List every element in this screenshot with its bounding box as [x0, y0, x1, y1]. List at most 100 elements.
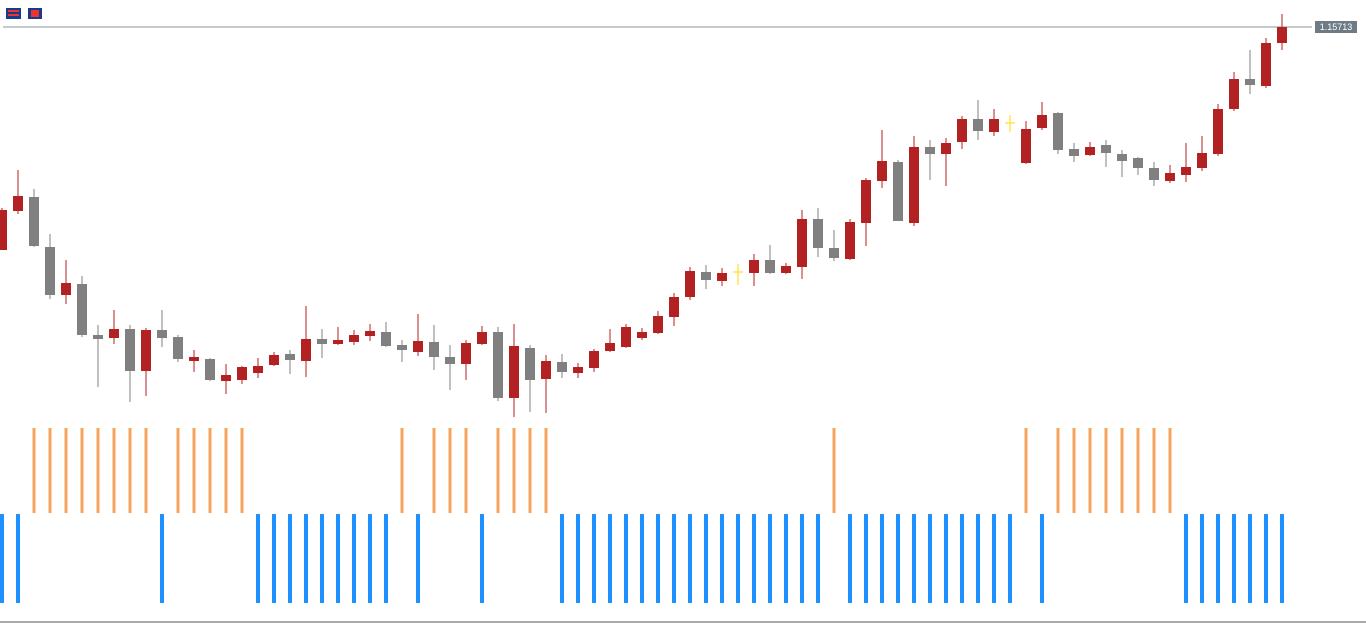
candle-body [989, 119, 999, 132]
indicator-bar [176, 428, 180, 513]
candle-body [1261, 43, 1271, 86]
indicator-bar [720, 514, 724, 603]
candle-body [1245, 79, 1255, 85]
indicator-bar [1248, 514, 1252, 603]
candle-body [1181, 167, 1191, 175]
indicator-bar [208, 428, 212, 513]
indicator-bar [400, 428, 404, 513]
candle-body [957, 119, 967, 142]
indicator-bar [528, 428, 532, 513]
candle-body [477, 332, 487, 344]
candle-body [925, 147, 935, 154]
candle-body [253, 366, 263, 373]
candle-body [1085, 147, 1095, 155]
indicator-bar [592, 514, 596, 603]
indicator-bar [848, 514, 852, 603]
indicator-bar [32, 428, 36, 513]
indicator-bar [1136, 428, 1140, 513]
indicator-bar [416, 514, 420, 603]
candle-body [1117, 154, 1127, 161]
candle-body [77, 284, 87, 335]
indicator-bar [1104, 428, 1108, 513]
indicator-bar [688, 514, 692, 603]
indicator-bar [1232, 514, 1236, 603]
indicator-bar [704, 514, 708, 603]
icon-part [8, 10, 19, 12]
candle-body [445, 357, 455, 364]
candle-body [173, 337, 183, 359]
candle-body [1165, 173, 1175, 181]
candle-body [653, 316, 663, 333]
indicator-bar [896, 514, 900, 603]
indicator-bar [432, 428, 436, 513]
indicator-bar [368, 514, 372, 603]
indicator-bar [480, 514, 484, 603]
icon[interactable] [6, 8, 21, 19]
candle-body [1197, 153, 1207, 168]
indicator-bar [288, 514, 292, 603]
indicator-bar [16, 514, 20, 603]
toolbar-icons[interactable] [6, 8, 42, 19]
indicator-bar [0, 514, 4, 603]
candle-body [221, 375, 231, 381]
indicator-bar [1264, 514, 1268, 603]
candle-body [1133, 158, 1143, 168]
indicator-bar [1040, 514, 1044, 603]
candle-body [781, 266, 791, 273]
candle-body [125, 329, 135, 371]
indicator-bar [800, 514, 804, 603]
indicator-bar [784, 514, 788, 603]
indicator-bar [48, 428, 52, 513]
indicator-bar [624, 514, 628, 603]
candle-body [333, 340, 343, 344]
candle-body [29, 197, 39, 246]
candle-body [573, 367, 583, 373]
candle-body [157, 330, 167, 338]
candle-body [317, 339, 327, 344]
indicator-bar [1152, 428, 1156, 513]
candle-body [429, 342, 439, 357]
candle-body [605, 343, 615, 351]
indicator-bar [512, 428, 516, 513]
candle-body [813, 219, 823, 248]
candle-body [829, 248, 839, 258]
indicator-bar [960, 514, 964, 603]
indicator-bar [320, 514, 324, 603]
candle-body [381, 332, 391, 346]
indicator-bar [1056, 428, 1060, 513]
candle-body [1021, 129, 1031, 163]
indicator-bar [1184, 514, 1188, 603]
candle-body [877, 161, 887, 181]
indicator-bar [736, 514, 740, 603]
candle-body [589, 351, 599, 368]
candle-body [141, 330, 151, 371]
candle-body [1149, 168, 1159, 180]
candle-body [269, 355, 279, 365]
candle-body [845, 222, 855, 259]
candle-body [765, 260, 775, 273]
candle-body [941, 143, 951, 154]
indicator-bar [816, 514, 820, 603]
candle-body [909, 147, 919, 223]
candle-body [685, 271, 695, 297]
indicator-bar [1024, 428, 1028, 513]
indicator-bar [992, 514, 996, 603]
indicator-bar [1200, 514, 1204, 603]
candle-body [509, 346, 519, 398]
candle-body [237, 367, 247, 380]
indicator-bar [224, 428, 228, 513]
candle-body [285, 354, 295, 360]
indicator-bar [96, 428, 100, 513]
candle-body [413, 341, 423, 352]
candle-body [1229, 79, 1239, 109]
indicator-bar [384, 514, 388, 603]
indicator-bar [1216, 514, 1220, 603]
indicator-bar [112, 428, 116, 513]
indicator-bar [880, 514, 884, 603]
candle-body [797, 219, 807, 267]
candle-body [861, 180, 871, 223]
indicator-bar [976, 514, 980, 603]
price-label-bg [1315, 21, 1357, 33]
indicator-bar [128, 428, 132, 513]
